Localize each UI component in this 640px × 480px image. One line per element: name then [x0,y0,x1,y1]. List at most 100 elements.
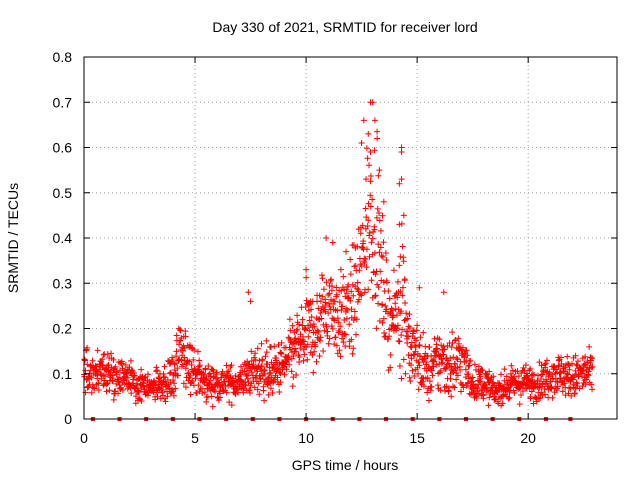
data-point [285,334,292,341]
data-point [290,352,297,359]
data-point [226,399,233,406]
data-point [160,370,167,377]
data-point [537,376,544,383]
data-point [343,248,350,255]
data-point [308,306,315,313]
data-point [351,263,358,270]
data-point [347,271,354,278]
data-point [457,367,464,374]
data-point [174,365,181,372]
data-point [501,366,508,373]
data-point [91,385,98,392]
data-point [349,350,356,357]
data-point [159,386,166,393]
data-point [465,363,472,370]
data-point [95,380,102,387]
data-point [400,212,407,219]
data-point [387,364,394,371]
data-point [396,363,403,370]
data-point [547,384,554,391]
data-point [433,361,440,368]
data-point [424,389,431,396]
data-point [416,284,423,291]
data-point [530,400,537,407]
data-point [363,176,370,183]
data-point [104,362,111,369]
data-point [343,315,350,322]
data-point [331,341,338,348]
data-point [389,314,396,321]
data-point [445,388,452,395]
data-point [180,380,187,387]
data-point [311,323,318,330]
data-point [170,392,177,399]
data-point [356,267,363,274]
data-point [398,332,405,339]
data-point [334,307,341,314]
data-point [343,290,350,297]
data-point [262,353,269,360]
data-point [88,389,95,396]
data-point [561,380,568,387]
data-point [270,377,277,384]
data-point [448,344,455,351]
y-tick-label: 0.4 [53,230,73,246]
axis-ticks [83,56,617,420]
data-point [277,370,284,377]
data-point [281,371,288,378]
data-point [304,356,311,363]
data-point [319,293,326,300]
data-point [306,317,313,324]
data-point [187,391,194,398]
data-point [399,326,406,333]
data-point [317,298,324,305]
data-point [367,192,374,199]
data-point [245,289,252,296]
data-point [394,278,401,285]
data-point [164,393,171,400]
data-point [247,389,254,396]
data-point [450,354,457,361]
data-point [413,327,420,334]
data-point [289,383,296,390]
data-point [132,393,139,400]
data-point [200,370,207,377]
data-point [138,366,145,373]
data-point [420,329,427,336]
data-point [485,402,492,409]
data-point [170,377,177,384]
data-point [401,277,408,284]
data-point [463,347,470,354]
data-point [438,360,445,367]
data-point [260,387,267,394]
data-point [516,401,523,408]
x-axis-label: GPS time / hours [292,457,399,473]
data-point [140,383,147,390]
data-point [348,288,355,295]
data-point [191,347,198,354]
x-tick-label: 10 [298,430,314,446]
data-point [347,256,354,263]
data-point [294,326,301,333]
data-point [353,316,360,323]
data-point [564,353,571,360]
data-point [300,357,307,364]
data-point [539,392,546,399]
data-point [380,239,387,246]
data-point [440,289,447,296]
data-point [339,335,346,342]
data-point [437,352,444,359]
data-point [110,396,117,403]
data-point [394,322,401,329]
data-point [397,253,404,260]
data-point [129,380,136,387]
data-point [386,295,393,302]
data-point [522,362,529,369]
data-point [108,350,115,357]
data-point [360,117,367,124]
data-point [286,361,293,368]
data-point [570,381,577,388]
data-point [565,361,572,368]
data-point [400,356,407,363]
data-point [167,360,174,367]
